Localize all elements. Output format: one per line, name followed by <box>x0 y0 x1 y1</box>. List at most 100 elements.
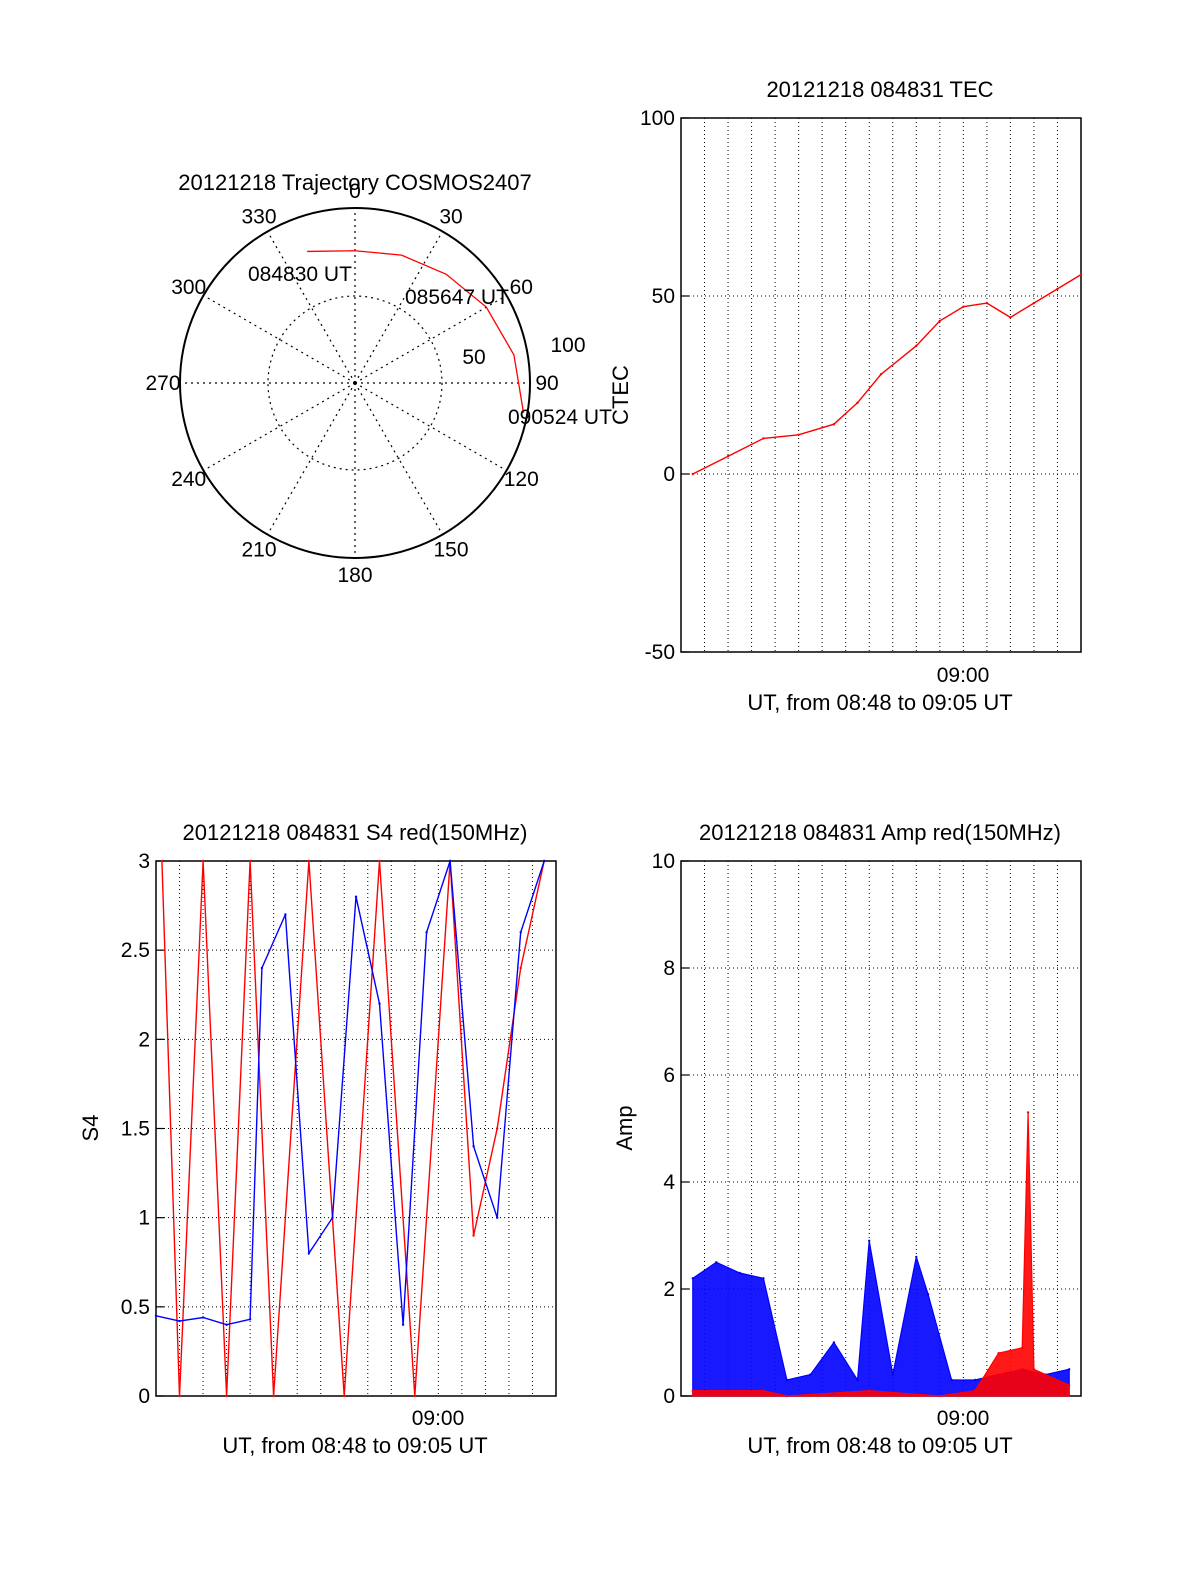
tec-point-red <box>962 305 965 308</box>
tec-x-axis-label: UT, from 08:48 to 09:05 UT <box>747 690 1012 715</box>
tec-y-tick-label: 100 <box>640 107 675 130</box>
amp-point-red <box>1068 1384 1071 1387</box>
polar-angle-label: 300 <box>171 276 206 299</box>
amp-point-blue <box>973 1378 977 1382</box>
s4-point-blue <box>178 1319 181 1323</box>
tec-chart: 20121218 084831 TEC -50 0 50 100 09:00 UT, … <box>608 77 1083 715</box>
tec-point-red <box>938 319 941 323</box>
amp-y-tick-label: 10 <box>652 850 675 873</box>
polar-angle-label: 120 <box>504 468 539 491</box>
amp-series <box>691 1111 1071 1398</box>
polar-angle-label: 60 <box>510 276 533 299</box>
s4-point-blue <box>201 1316 205 1319</box>
s4-point-blue <box>543 859 546 863</box>
amp-point-blue <box>691 1277 694 1280</box>
tec-point-red <box>1009 316 1012 319</box>
tec-point-red <box>832 423 836 426</box>
s4-y-axis-label: S4 <box>78 1115 103 1142</box>
s4-point-red <box>248 859 252 863</box>
amp-y-tick-label: 6 <box>663 1064 675 1087</box>
s4-point-red <box>160 859 164 863</box>
polar-spoke <box>354 382 444 535</box>
polar-spoke <box>354 382 507 472</box>
s4-title: 20121218 084831 S4 red(150MHz) <box>183 820 528 845</box>
polar-trajectory-chart: 20121218 Trajectory COSMOS2407 0 30 60 90 12… <box>145 170 612 587</box>
polar-angle-label: 150 <box>433 538 468 561</box>
s4-point-blue <box>225 1323 228 1326</box>
tec-y-tick-label: 0 <box>663 463 675 486</box>
amp-point-blue <box>856 1378 859 1382</box>
amp-y-tick-label: 0 <box>663 1385 675 1408</box>
trajectory-start-label: 084830 UT <box>248 263 352 286</box>
tec-point-red <box>879 373 883 376</box>
amp-y-tick-label: 4 <box>663 1171 675 1194</box>
s4-y-tick-label: 1.5 <box>121 1118 150 1141</box>
s4-point-red <box>343 1394 346 1398</box>
tec-gridlines <box>681 118 1081 652</box>
amp-y-tick-label: 2 <box>663 1278 675 1301</box>
s4-point-blue <box>154 1314 158 1318</box>
tec-point-red <box>1032 301 1036 305</box>
amp-point-blue <box>715 1261 718 1264</box>
tec-point-red <box>915 344 918 347</box>
tec-point-red <box>1079 273 1083 276</box>
amp-y-tick-label: 8 <box>663 957 675 980</box>
tec-point-red <box>1056 287 1059 291</box>
amp-point-blue <box>926 1293 930 1296</box>
amp-point-red <box>762 1389 765 1392</box>
tec-point-red <box>797 433 800 436</box>
s4-point-red <box>307 859 311 863</box>
s4-point-blue <box>519 931 522 934</box>
trajectory-mid-label: 085647 UT <box>405 286 509 309</box>
amp-series-red <box>692 1112 1070 1397</box>
amp-point-blue <box>1068 1368 1071 1371</box>
s4-point-red <box>272 1394 275 1398</box>
s4-point-blue <box>248 1318 252 1321</box>
trajectory-end-label: 090524 UT <box>508 406 612 429</box>
tec-y-tick-label: 50 <box>652 285 675 308</box>
tec-plot-frame <box>680 117 1082 653</box>
s4-point-red <box>178 1394 181 1398</box>
amp-point-blue <box>738 1271 741 1275</box>
polar-angle-label: 90 <box>535 372 558 395</box>
amp-point-blue <box>809 1373 812 1376</box>
s4-point-red <box>201 859 205 863</box>
s4-point-red <box>472 1234 475 1237</box>
s4-y-tick-label: 2 <box>138 1028 150 1051</box>
polar-spoke <box>203 382 356 472</box>
amp-point-blue <box>832 1341 836 1344</box>
s4-y-tick-label: 1 <box>138 1207 150 1230</box>
s4-point-red <box>225 1394 228 1398</box>
polar-angle-label: 330 <box>241 206 276 229</box>
polar-grid-circle <box>267 295 443 471</box>
s4-point-blue <box>331 1216 334 1219</box>
tec-series <box>691 273 1083 476</box>
s4-y-tick-label: 0.5 <box>121 1296 150 1319</box>
amp-point-red <box>997 1352 1000 1355</box>
s4-y-tick-labels: 0 0.5 1 1.5 2 2.5 3 <box>121 850 164 1408</box>
s4-point-blue <box>425 931 428 934</box>
amp-chart: 20121218 084831 Amp red(150MHz) 0246810 … <box>612 820 1082 1458</box>
amp-point-blue <box>785 1378 789 1382</box>
polar-spoke <box>354 231 444 384</box>
amp-point-red <box>973 1389 977 1392</box>
s4-x-tick-label: 09:00 <box>412 1407 465 1430</box>
amp-y-tick-labels: 0 2 4 6 8 10 <box>652 850 689 1408</box>
s4-x-axis-label: UT, from 08:48 to 09:05 UT <box>222 1433 487 1458</box>
s4-point-blue <box>401 1323 405 1326</box>
s4-point-blue <box>260 966 264 970</box>
s4-y-tick-label: 2.5 <box>121 939 150 962</box>
s4-y-tick-label: 3 <box>138 850 150 873</box>
tec-point-red <box>856 401 859 404</box>
tec-x-tick-label: 09:00 <box>937 664 990 687</box>
amp-point-blue <box>891 1373 894 1376</box>
amp-point-red <box>1032 1368 1036 1371</box>
amp-title: 20121218 084831 Amp red(150MHz) <box>699 820 1061 845</box>
s4-gridlines <box>156 861 556 1396</box>
s4-y-tick-label: 0 <box>138 1385 150 1408</box>
polar-spoke <box>266 231 356 384</box>
tec-point-red <box>691 472 694 476</box>
s4-point-blue <box>378 1002 381 1005</box>
amp-point-red <box>938 1394 941 1398</box>
